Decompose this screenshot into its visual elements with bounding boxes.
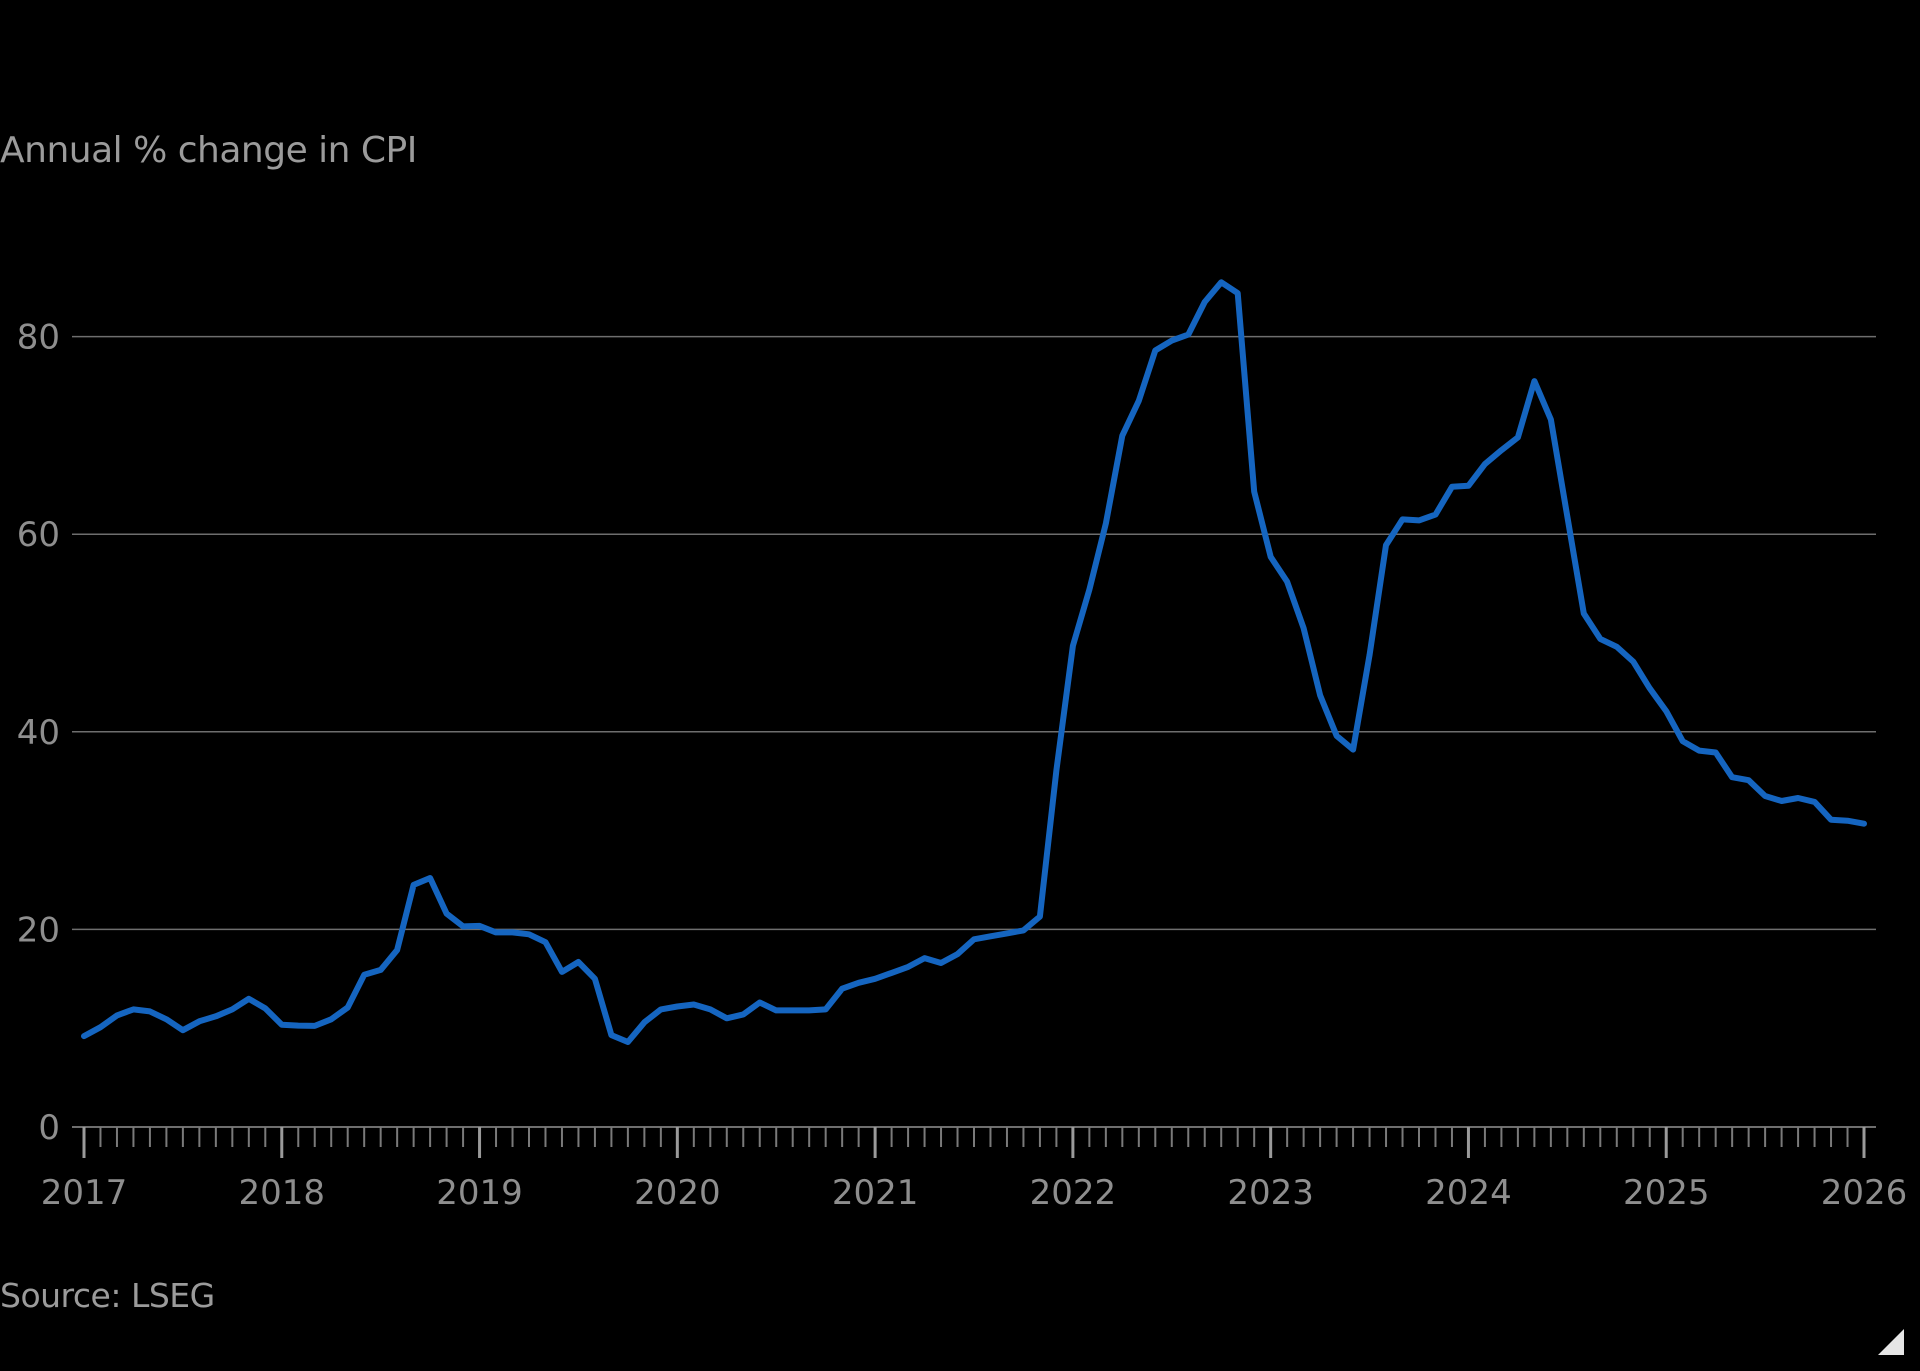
series-group xyxy=(81,279,1867,1045)
x-tick-label: 2022 xyxy=(1030,1173,1117,1213)
x-tick-label: 2021 xyxy=(832,1173,919,1213)
x-tick-label: 2018 xyxy=(239,1173,326,1213)
x-axis xyxy=(72,1126,1876,1158)
y-axis-label: Annual % change in CPI xyxy=(0,130,417,171)
source-note: Source: LSEG xyxy=(0,1276,215,1315)
x-tick-label: 2025 xyxy=(1623,1173,1710,1213)
y-tick-label: 80 xyxy=(17,318,60,358)
y-tick-label: 20 xyxy=(17,910,60,950)
x-tick-label: 2024 xyxy=(1425,1173,1512,1213)
y-tick-label: 40 xyxy=(17,713,60,753)
y-tick-labels: 0 20 40 60 80 xyxy=(17,318,60,1148)
y-tick-label: 60 xyxy=(17,515,60,555)
y-tick-label: 0 xyxy=(38,1108,60,1148)
x-tick-label: 2023 xyxy=(1227,1173,1314,1213)
resize-corner-icon xyxy=(1878,1329,1904,1355)
x-tick-label: 2017 xyxy=(41,1173,128,1213)
series-line-0 xyxy=(81,279,1867,1045)
gridlines xyxy=(72,335,1876,931)
x-tick-label: 2019 xyxy=(436,1173,523,1213)
x-tick-label: 2020 xyxy=(634,1173,721,1213)
x-tick-label: 2026 xyxy=(1821,1173,1908,1213)
x-tick-labels: 2017 2018 2019 2020 2021 2022 2023 2024 2025 2026 xyxy=(41,1173,1908,1213)
